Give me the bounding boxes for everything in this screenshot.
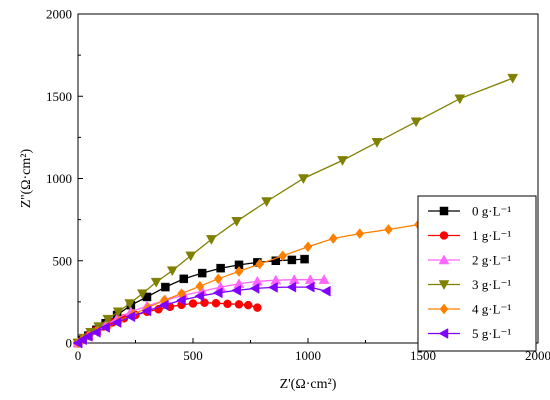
y-tick-label: 0 — [66, 336, 73, 351]
data-point — [112, 307, 124, 318]
data-point — [100, 321, 110, 333]
axes: 0 500 1000 1500 2000 0 500 1000 1500 2000 — [46, 7, 550, 364]
data-point — [454, 94, 466, 105]
data-point — [211, 298, 221, 308]
data-point — [320, 285, 331, 297]
data-point — [304, 281, 315, 293]
data-point — [249, 282, 260, 294]
legend-item: 3 g·L⁻¹ — [428, 277, 511, 292]
data-point — [318, 274, 330, 284]
data-point — [158, 299, 169, 311]
data-point — [271, 256, 281, 265]
data-point — [231, 217, 243, 227]
data-point — [255, 258, 265, 270]
legend-item: 4 g·L⁻¹ — [428, 302, 511, 317]
data-point — [111, 317, 122, 328]
data-point — [175, 294, 186, 306]
legend-marker — [439, 206, 449, 216]
data-point — [384, 224, 393, 235]
data-point — [161, 282, 170, 292]
data-point — [124, 299, 136, 310]
data-point — [410, 117, 422, 128]
series-4 — [73, 219, 423, 349]
legend-label: 0 g·L⁻¹ — [472, 204, 511, 219]
data-point — [234, 266, 244, 277]
data-point — [150, 277, 162, 288]
data-point — [337, 156, 348, 166]
data-point — [197, 268, 207, 278]
x-axis-label: Z'(Ω·cm²) — [280, 377, 337, 392]
data-point — [82, 330, 93, 342]
data-point — [212, 287, 223, 299]
y-tick-label: 500 — [53, 253, 73, 268]
data-point — [216, 263, 225, 273]
data-point — [125, 311, 136, 323]
data-point — [371, 138, 383, 148]
y-axis-label: Z''(Ω·cm²) — [19, 149, 34, 209]
series-layer — [72, 73, 519, 349]
data-point — [261, 197, 273, 208]
legend-marker — [438, 254, 450, 265]
data-point — [141, 305, 152, 317]
data-point — [267, 281, 278, 293]
y-tick-label: 2000 — [46, 7, 72, 22]
data-point — [243, 300, 253, 310]
data-point — [188, 299, 198, 308]
legend-label: 2 g·L⁻¹ — [472, 253, 511, 268]
x-tick-label: 0 — [75, 348, 82, 363]
data-point — [507, 73, 519, 84]
legend-marker — [438, 328, 449, 339]
data-point — [194, 290, 205, 302]
series-line — [77, 223, 419, 344]
legend-marker — [439, 231, 449, 240]
x-tick-label: 1000 — [295, 348, 321, 363]
legend-label: 5 g·L⁻¹ — [472, 326, 511, 341]
y-tick-label: 1000 — [46, 171, 72, 186]
data-point — [195, 280, 205, 292]
data-point — [278, 250, 288, 262]
data-point — [303, 241, 313, 253]
data-point — [253, 303, 262, 312]
x-tick-label: 1500 — [410, 348, 436, 363]
legend-box — [417, 195, 537, 352]
data-point — [304, 274, 316, 284]
legend-item: 0 g·L⁻¹ — [428, 204, 511, 219]
data-point — [200, 298, 209, 307]
data-point — [166, 266, 178, 277]
legend-item: 1 g·L⁻¹ — [428, 228, 511, 243]
data-point — [300, 254, 309, 264]
legend: 0 g·L⁻¹ 1 g·L⁻¹ 2 g·L⁻¹ 3 g·L⁻¹ 4 g·L⁻¹ 5 g·L… — [417, 195, 537, 352]
data-point — [355, 228, 365, 240]
legend-label: 3 g·L⁻¹ — [472, 277, 511, 292]
legend-item: 2 g·L⁻¹ — [428, 253, 511, 268]
data-point — [231, 284, 241, 296]
data-point — [234, 300, 244, 309]
series-5 — [72, 281, 331, 349]
legend-label: 4 g·L⁻¹ — [472, 302, 511, 317]
data-point — [297, 174, 309, 185]
data-point — [90, 326, 101, 338]
legend-marker — [439, 303, 449, 315]
data-point — [213, 273, 223, 285]
legend-label: 1 g·L⁻¹ — [472, 228, 511, 243]
legend-item: 5 g·L⁻¹ — [428, 326, 511, 341]
y-tick-label: 1500 — [46, 89, 72, 104]
data-point — [102, 314, 114, 325]
data-point — [286, 281, 297, 293]
data-point — [136, 289, 148, 300]
data-point — [179, 274, 189, 284]
legend-marker — [438, 280, 450, 291]
data-point — [287, 255, 297, 265]
x-tick-label: 2000 — [525, 348, 550, 363]
data-point — [205, 235, 217, 245]
x-tick-label: 500 — [183, 348, 203, 363]
data-point — [328, 233, 338, 244]
data-point — [223, 299, 232, 309]
data-point — [185, 251, 197, 262]
